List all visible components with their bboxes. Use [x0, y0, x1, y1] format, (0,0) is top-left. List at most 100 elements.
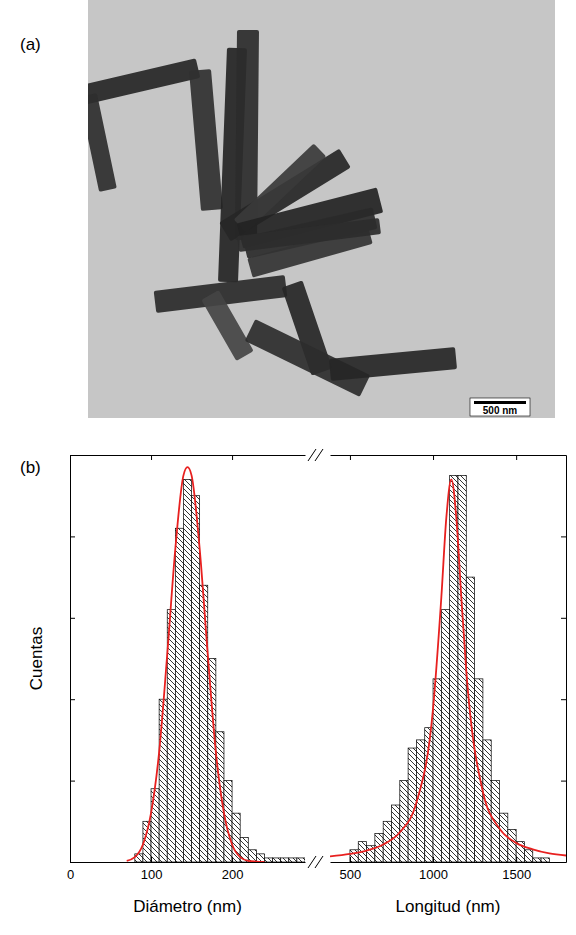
y-tick-mark: [561, 862, 566, 863]
histogram-bar: [273, 858, 281, 862]
x-tick-label: 500: [340, 867, 362, 882]
x-tick-label: 200: [222, 867, 244, 882]
x-tick-mark: [151, 857, 152, 862]
histogram-bar: [533, 858, 541, 862]
y-tick: [561, 862, 566, 863]
y-tick: [561, 699, 566, 700]
fit-curve: [330, 479, 566, 856]
y-tick: [70, 618, 75, 619]
histogram-bar: [483, 740, 491, 862]
x-tick: 500: [340, 857, 362, 882]
y-tick: [561, 455, 566, 456]
y-axis: [561, 456, 567, 863]
histogram-bar: [281, 858, 289, 862]
histogram-bar: [192, 496, 200, 862]
histogram-bar: [400, 781, 408, 862]
y-tick-mark: [70, 699, 75, 700]
y-axis-title: Cuentas: [27, 627, 46, 690]
nanorod: [201, 290, 253, 361]
x-tick: 200: [222, 857, 244, 882]
top-axis-line: [331, 455, 567, 456]
nanorod: [88, 58, 200, 107]
figure: 500 nm (a) 0 100 200 Diámetro (nm) Cuentas (b) 5…: [0, 0, 576, 935]
nanorod: [237, 218, 381, 252]
top-tick: [516, 455, 517, 460]
x-tick-mark: [350, 857, 351, 862]
x-axis-title: Diámetro (nm): [133, 897, 242, 916]
top-tick: [350, 455, 351, 460]
top-tick-mark: [516, 455, 517, 460]
top-tick: [151, 455, 152, 460]
y-axis-line: [70, 456, 71, 863]
histogram-bar: [151, 789, 159, 862]
y-tick-mark: [70, 618, 75, 619]
y-tick: [70, 862, 75, 863]
x-tick-mark: [433, 857, 434, 862]
x-tick-label: 0: [67, 867, 74, 882]
histogram-bar: [175, 528, 183, 862]
y-tick-mark: [70, 781, 75, 782]
y-tick: [561, 781, 566, 782]
histogram-bar: [508, 829, 516, 862]
x-axis-title: Longitud (nm): [396, 897, 501, 916]
scale-bar-box: [470, 398, 530, 416]
break-mark: [315, 856, 323, 868]
break-mark: [315, 449, 323, 461]
top-tick-mark: [350, 455, 351, 460]
panel-label: (a): [20, 35, 41, 54]
histogram-panel: 500 1000 1500Longitud (nm): [330, 455, 567, 916]
histogram-bar: [208, 659, 216, 863]
axis-break: [308, 449, 323, 868]
y-tick-mark: [70, 455, 75, 456]
histogram-bar: [216, 732, 224, 862]
y-tick: [561, 618, 566, 619]
nanorod: [88, 93, 117, 192]
histogram-bar: [159, 699, 167, 862]
top-tick-mark: [433, 455, 434, 460]
fit-curve: [127, 467, 265, 862]
scale-bar-label: 500 nm: [483, 405, 518, 416]
histogram-bar: [264, 858, 272, 862]
histogram-bar: [350, 850, 358, 862]
tem-image: 500 nm: [68, 0, 555, 418]
histogram-panel: 0 100 200 Diámetro (nm) Cuentas (b): [20, 455, 306, 916]
x-axis: 0 100 200: [67, 857, 306, 882]
y-tick: [70, 699, 75, 700]
histogram-bar: [289, 858, 297, 862]
y-axis: [70, 456, 75, 863]
x-axis: 500 1000 1500: [331, 857, 567, 882]
y-tick: [561, 536, 566, 537]
histogram-bar: [541, 858, 549, 862]
top-tick: [232, 455, 233, 460]
y-tick: [70, 536, 75, 537]
x-tick: 100: [141, 857, 163, 882]
top-tick-mark: [151, 455, 152, 460]
y-tick: [70, 781, 75, 782]
scale-bar: 500 nm: [470, 398, 530, 416]
y-tick-mark: [561, 699, 566, 700]
plot-area: [127, 467, 305, 862]
histogram-bar: [441, 610, 449, 862]
histogram-bar: [183, 479, 191, 862]
histogram-bar: [524, 850, 532, 862]
x-tick-mark: [232, 857, 233, 862]
x-tick-label: 1000: [419, 867, 448, 882]
y-tick-mark: [561, 455, 566, 456]
x-tick: 1500: [502, 857, 531, 882]
top-axis: [71, 455, 306, 460]
nanorod: [329, 347, 457, 381]
top-axis-line: [71, 455, 306, 456]
rods: [88, 30, 457, 397]
histogram-bar: [433, 679, 441, 862]
panel-label: (b): [20, 458, 41, 477]
x-tick-label: 100: [141, 867, 163, 882]
x-axis-line: [331, 862, 567, 863]
top-tick-mark: [232, 455, 233, 460]
y-tick-mark: [70, 536, 75, 537]
image-background: [88, 0, 555, 418]
break-mark: [308, 856, 316, 868]
break-mark: [308, 449, 316, 461]
x-tick-label: 1500: [502, 867, 531, 882]
y-tick: [70, 455, 75, 456]
x-tick-mark: [516, 857, 517, 862]
